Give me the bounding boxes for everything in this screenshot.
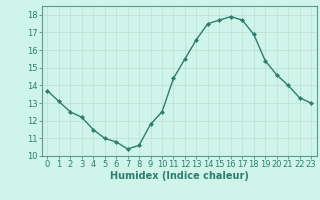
X-axis label: Humidex (Indice chaleur): Humidex (Indice chaleur) xyxy=(110,171,249,181)
